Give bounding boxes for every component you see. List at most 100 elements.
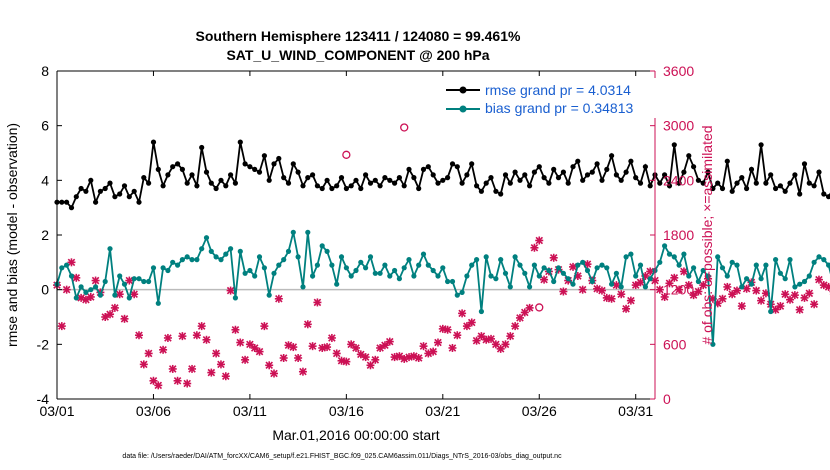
bias-point — [628, 251, 634, 257]
rmse-point — [141, 175, 147, 181]
bias-point — [801, 278, 808, 285]
obs-count-marker — [241, 355, 250, 364]
x-tick-label: 03/01 — [39, 403, 74, 419]
bias-point — [203, 235, 210, 241]
rmse-point — [223, 183, 229, 189]
obs-count-marker — [57, 322, 66, 331]
obs-count-marker — [670, 273, 679, 282]
obs-count-marker — [308, 342, 317, 351]
y-tick-label-right: 2400 — [663, 172, 694, 188]
rmse-point — [493, 188, 499, 194]
bias-point — [319, 243, 325, 249]
bias-point — [102, 278, 108, 285]
rmse-point — [449, 161, 456, 167]
rmse-point — [816, 169, 822, 175]
rmse-point — [705, 169, 711, 175]
rmse-point — [531, 169, 538, 175]
bias-point — [777, 270, 784, 276]
obs-count-marker — [525, 303, 534, 312]
bias-point — [570, 281, 576, 287]
bias-point — [613, 270, 620, 276]
rmse-point — [657, 180, 663, 186]
rmse-point — [773, 185, 779, 192]
rmse-point — [218, 177, 224, 183]
bias-point — [208, 248, 214, 254]
rmse-point — [777, 183, 784, 189]
obs-count-marker — [790, 291, 799, 300]
bias-point — [348, 273, 354, 279]
rmse-point — [787, 180, 793, 186]
bias-point — [469, 262, 475, 268]
y-axis-label-left: rmse and bias (model - observation) — [4, 123, 20, 347]
bias-point — [97, 292, 103, 298]
obs-count-marker — [130, 290, 139, 299]
rmse-point — [748, 166, 755, 172]
rmse-point — [715, 180, 721, 186]
bias-point — [507, 284, 513, 290]
bias-point — [73, 295, 79, 301]
rmse-point — [546, 180, 552, 186]
bias-point — [633, 273, 639, 279]
obs-count-marker — [67, 258, 76, 267]
bias-point — [551, 278, 557, 285]
bias-point — [83, 289, 89, 295]
obs-count-marker — [549, 253, 558, 262]
obs-count-marker — [231, 325, 240, 334]
bias-point — [261, 265, 267, 271]
legend: rmse grand pr = 4.0314 bias grand pr = 0… — [440, 78, 662, 118]
rmse-point — [203, 169, 210, 175]
bias-point — [435, 273, 441, 279]
rmse-point — [150, 139, 157, 145]
bias-point — [565, 276, 571, 282]
bias-point — [141, 278, 147, 285]
obs-count-marker — [298, 367, 307, 376]
rmse-point — [517, 177, 523, 183]
rmse-point — [396, 175, 402, 181]
bias-point — [189, 257, 195, 263]
rmse-point — [700, 180, 706, 186]
obs-count-marker — [694, 287, 703, 296]
rmse-point — [107, 180, 113, 186]
bias-point — [382, 262, 388, 268]
legend-rmse-label: rmse grand pr = 4.0314 — [485, 82, 631, 98]
obs-possible-marker — [342, 150, 351, 159]
rmse-point — [522, 172, 528, 178]
bias-point — [599, 262, 605, 268]
obs-count-marker — [757, 296, 766, 305]
bias-series — [54, 229, 830, 347]
bias-point — [748, 281, 755, 287]
rmse-point — [536, 164, 542, 170]
bias-point — [184, 254, 190, 260]
rmse-point — [589, 169, 595, 175]
obs-count-marker — [607, 294, 616, 303]
bias-point — [295, 254, 301, 260]
bias-point — [228, 246, 234, 252]
bias-point — [170, 259, 176, 265]
rmse-point — [811, 183, 817, 189]
rmse-point — [440, 177, 446, 183]
obs-count-marker — [347, 340, 356, 349]
rmse-point — [628, 158, 634, 164]
obs-count-marker — [270, 369, 279, 378]
obs-count-marker — [443, 325, 452, 334]
rmse-point — [290, 161, 296, 167]
rmse-point — [710, 185, 716, 192]
obs-count-marker — [371, 355, 380, 364]
bias-point — [498, 257, 504, 263]
y-tick-label-right: 1800 — [663, 227, 694, 243]
rmse-point — [324, 177, 330, 183]
obs-count-marker — [91, 276, 100, 285]
rmse-point — [478, 188, 484, 194]
bias-point — [657, 259, 663, 265]
bias-point — [343, 265, 349, 271]
rmse-point — [261, 153, 267, 159]
obs-count-marker — [467, 318, 476, 327]
bias-point — [594, 265, 600, 271]
obs-count-marker — [535, 236, 544, 245]
rmse-point — [686, 153, 692, 159]
obs-count-marker — [342, 357, 351, 366]
bias-point — [527, 284, 533, 290]
obs-count-marker — [771, 305, 780, 314]
bias-point — [449, 278, 456, 285]
